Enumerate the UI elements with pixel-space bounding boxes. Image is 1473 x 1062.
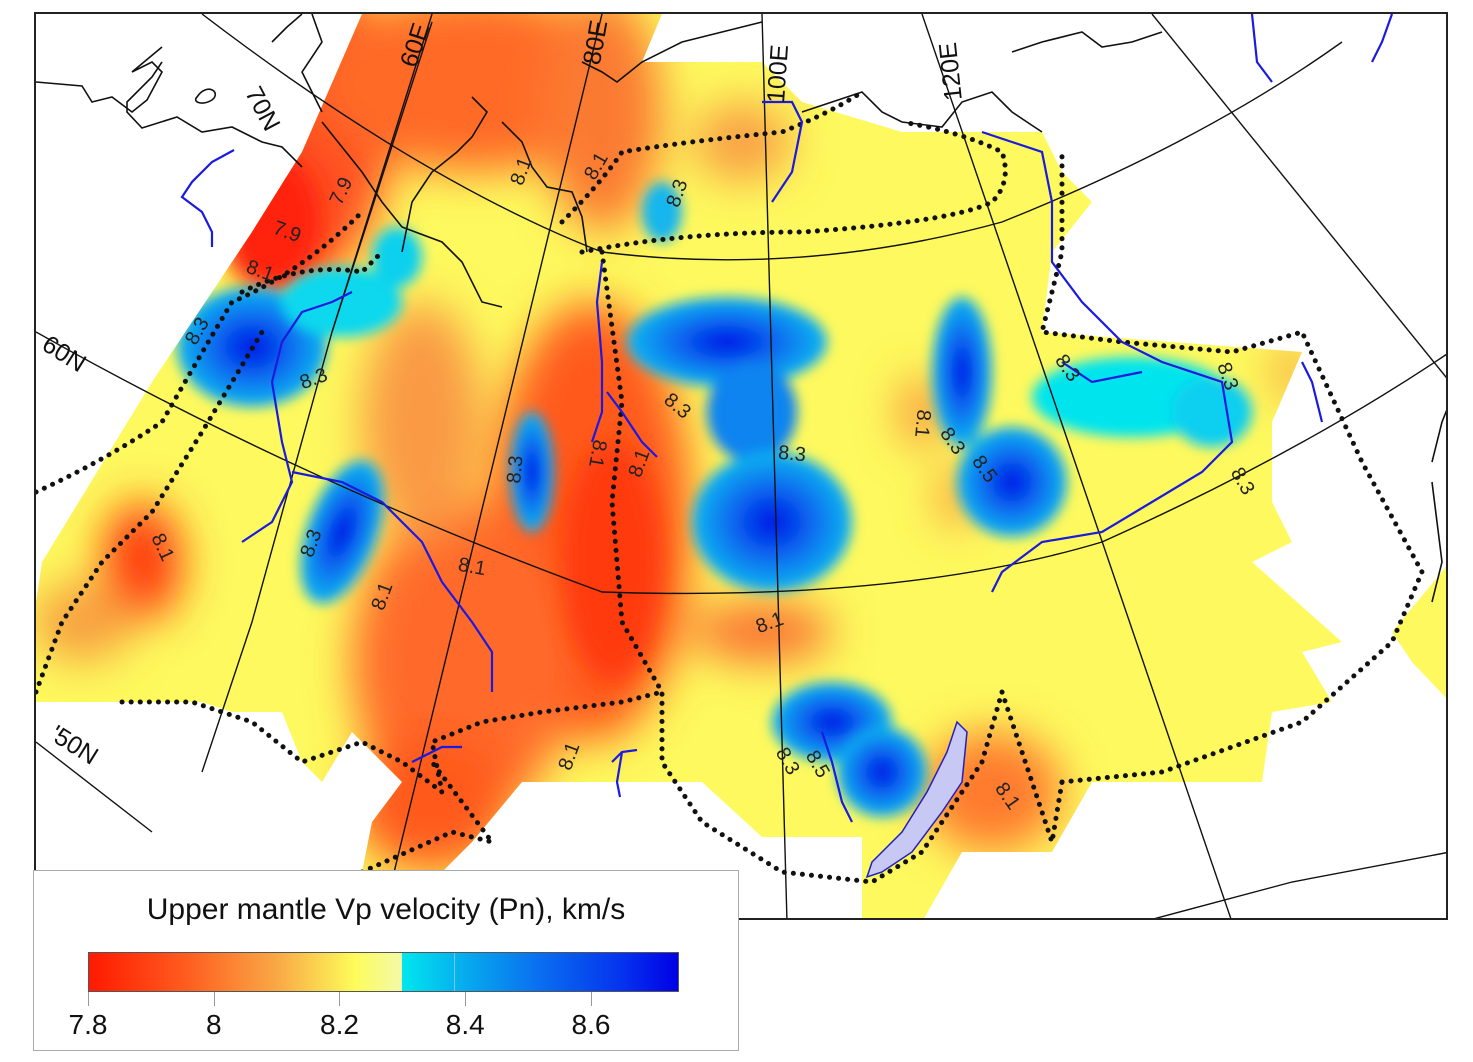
contour-label: 8.3 <box>777 441 807 467</box>
colorbar-tick-label: 8.4 <box>445 1009 485 1040</box>
lake-baikal <box>865 720 968 879</box>
graticule-label: 120E <box>933 41 968 102</box>
contour-label: 8.1 <box>910 408 935 439</box>
contour-label: 8.1 <box>456 553 488 581</box>
velocity-map: 70N 60E 80E 100E 120E 60N '50N 7.9 7.9 8.1 8.3 8.3… <box>34 12 1448 920</box>
contour-label: 8.1 <box>584 437 611 470</box>
colorbar-slow-segment <box>89 953 403 991</box>
rivers <box>180 14 1394 823</box>
colorbar-tick <box>339 992 341 1006</box>
tectonic-boundaries <box>36 89 1425 885</box>
colorbar <box>88 952 679 992</box>
coastlines <box>36 14 1446 603</box>
colorbar-legend: Upper mantle Vp velocity (Pn), km/s 7.8 8… <box>33 870 739 1051</box>
legend-title: Upper mantle Vp velocity (Pn), km/s <box>146 893 626 926</box>
colorbar-fast-segment <box>402 953 678 991</box>
contour-label: 8.3 <box>503 454 528 485</box>
graticule <box>36 14 1446 918</box>
colorbar-tick <box>213 992 215 1006</box>
map-canvas <box>36 14 1446 918</box>
graticule-label: 100E <box>762 43 795 104</box>
colorbar-tick-label: 8.6 <box>571 1009 611 1040</box>
velocity-field <box>36 14 1446 918</box>
colorbar-tick-label: 8 <box>205 1009 222 1040</box>
colorbar-tick-label: 7.8 <box>68 1009 108 1040</box>
colorbar-tick <box>465 992 467 1006</box>
colorbar-tick <box>88 992 89 1006</box>
colorbar-tick-label: 8.2 <box>320 1009 359 1040</box>
colorbar-tick <box>590 992 592 1006</box>
